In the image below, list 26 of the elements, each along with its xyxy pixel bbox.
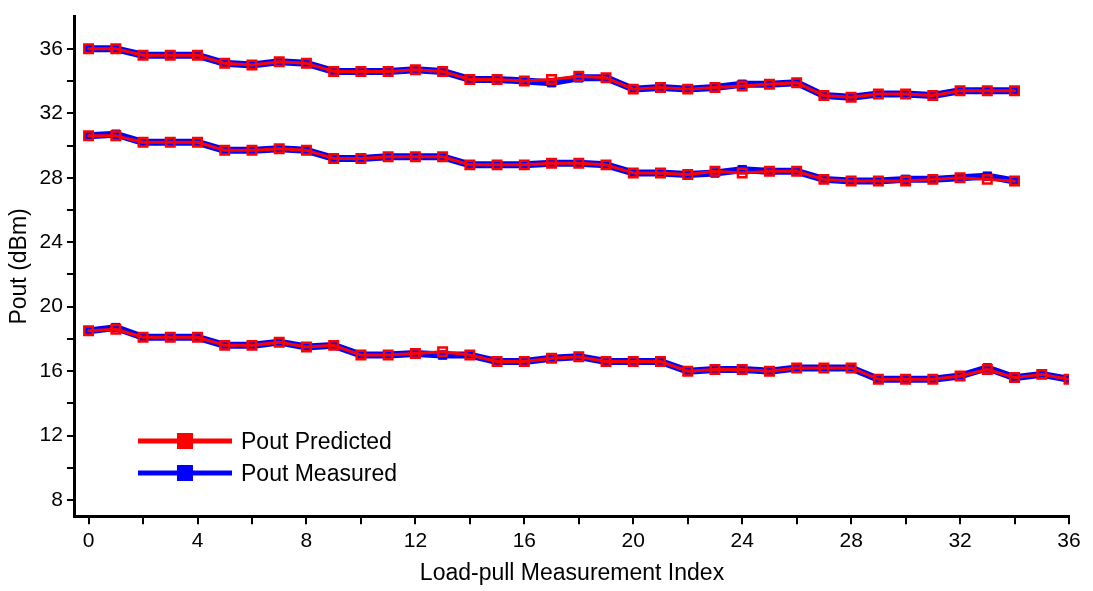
legend-label: Pout Predicted bbox=[241, 427, 392, 455]
x-tick-label: 24 bbox=[730, 527, 755, 551]
point bbox=[736, 167, 748, 179]
x-tick-label: 32 bbox=[948, 527, 972, 551]
y-tick-label: 8 bbox=[51, 486, 63, 510]
x-tick-label: 36 bbox=[1057, 527, 1081, 551]
x-tick-label: 16 bbox=[512, 527, 536, 551]
y-tick-label: 20 bbox=[39, 293, 63, 317]
y-tick-label: 28 bbox=[39, 164, 63, 188]
legend-label: Pout Measured bbox=[241, 459, 397, 487]
y-tick-label: 16 bbox=[39, 357, 63, 381]
y-axis-title: Pout (dBm) bbox=[5, 208, 32, 325]
x-tick-label: 20 bbox=[621, 527, 645, 551]
x-axis-title: Load-pull Measurement Index bbox=[419, 558, 725, 585]
point bbox=[546, 73, 558, 85]
y-tick-label: 32 bbox=[39, 100, 63, 124]
x-tick-label: 28 bbox=[839, 527, 863, 551]
y-tick-label: 36 bbox=[39, 35, 63, 59]
point bbox=[437, 346, 449, 358]
x-tick-label: 8 bbox=[300, 527, 313, 551]
x-tick-label: 12 bbox=[403, 527, 428, 551]
x-tick-label: 4 bbox=[191, 527, 204, 551]
y-tick-label: 24 bbox=[39, 229, 64, 253]
point bbox=[981, 173, 993, 185]
x-tick-label: 0 bbox=[82, 527, 95, 551]
y-tick-label: 12 bbox=[39, 422, 63, 446]
